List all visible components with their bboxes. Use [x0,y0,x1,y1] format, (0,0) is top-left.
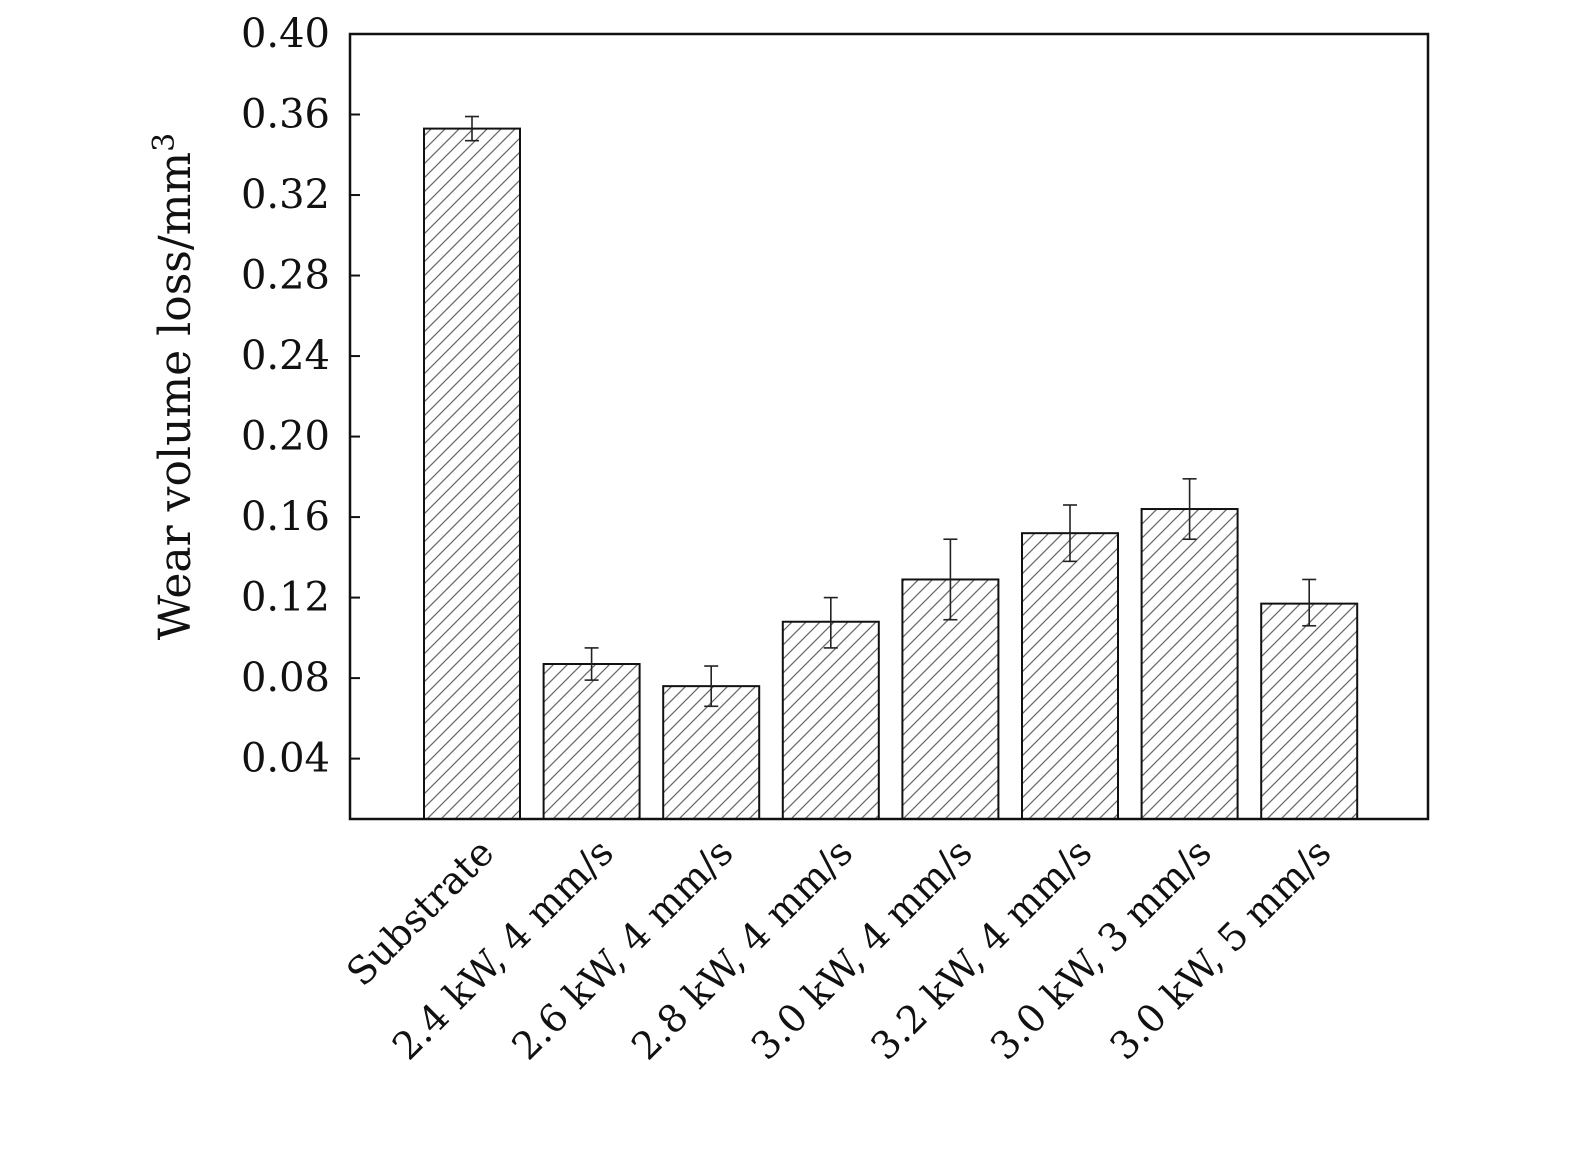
y-axis: 0.04 0.08 0.12 0.16 0.20 0.24 0.28 0.32 0.36 0.40 [241,11,360,782]
y-tick-label: 0.04 [241,736,330,782]
error-bar [704,665,719,708]
y-tick-label: 0.28 [241,253,330,299]
y-tick-label: 0.32 [241,172,330,218]
error-bar [1063,504,1077,563]
bar [1260,602,1359,821]
bar [1140,508,1239,820]
x-category-label: 2.8 kW, 4 mm/s [623,830,861,1068]
error-bar [1302,578,1317,627]
x-category-label: 3.0 kW, 5 mm/s [1101,830,1339,1068]
error-bar [1182,478,1197,541]
bar [542,663,641,820]
bar [781,620,880,820]
bar [1021,532,1119,821]
x-category-label: 3.0 kW, 4 mm/s [743,830,981,1068]
x-category-label: 3.0 kW, 3 mm/s [982,830,1220,1068]
x-category-label: 3.2 kW, 4 mm/s [862,830,1100,1068]
y-axis-label-superscript: 3 [147,133,182,152]
y-tick-label: 0.24 [241,333,330,379]
bars-layer [423,127,1359,821]
x-category-label: 2.6 kW, 4 mm/s [503,830,741,1068]
y-tick-label: 0.40 [241,11,330,57]
y-tick-label: 0.08 [241,655,330,701]
y-tick-label: 0.20 [241,414,330,460]
error-bar [823,596,838,649]
plot-frame [348,32,1430,821]
bar [662,685,761,821]
y-tick-label: 0.12 [241,575,330,621]
error-bar [584,647,599,681]
error-bars-layer [465,115,1317,708]
error-bar [943,538,958,621]
y-axis-label-text: Wear volume loss/mm [150,152,201,640]
y-tick-label: 0.16 [241,494,330,540]
error-bar [465,115,479,142]
y-axis-label: Wear volume loss/mm3 [147,133,201,641]
x-category-label: 2.4 kW, 4 mm/s [384,830,622,1068]
bar [423,127,521,821]
y-tick-label: 0.36 [241,92,330,138]
